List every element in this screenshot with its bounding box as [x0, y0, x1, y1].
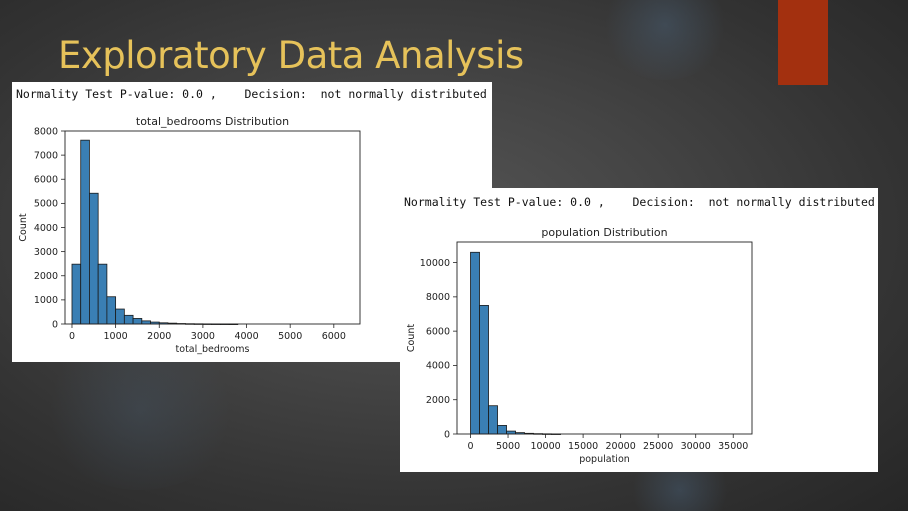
histogram-bar: [80, 139, 90, 325]
histogram-bar: [141, 320, 151, 325]
x-tick-label: 25000: [643, 441, 673, 452]
x-tick-label: 30000: [681, 441, 711, 452]
x-tick-label: 2000: [147, 331, 171, 342]
x-tick-label: 5000: [278, 331, 302, 342]
histogram-bar: [89, 192, 99, 325]
histogram-bar: [106, 296, 117, 325]
histogram-bar: [115, 308, 125, 325]
background-glow: [600, 0, 730, 80]
x-tick-label: 3000: [191, 331, 215, 342]
y-tick-label: 6000: [34, 175, 58, 186]
normality-test-output: Normality Test P-value: 0.0 , Decision: …: [16, 87, 487, 101]
histogram-bar: [470, 251, 480, 435]
y-tick-label: 5000: [34, 199, 58, 210]
histogram-bar: [71, 263, 82, 325]
x-tick-label: 20000: [606, 441, 636, 452]
y-tick-label: 4000: [34, 223, 58, 234]
histogram-bar: [132, 318, 143, 325]
y-tick-label: 0: [444, 429, 450, 440]
total-bedrooms-histogram: total_bedrooms Distribution 0 1000 2000 3000…: [18, 115, 361, 355]
x-axis-label: population: [579, 454, 630, 465]
x-tick-label: 4000: [234, 331, 258, 342]
y-tick-label: 1000: [34, 295, 58, 306]
histogram-bar: [497, 425, 507, 435]
accent-block: [778, 0, 828, 85]
y-tick-label: 2000: [34, 271, 58, 282]
histogram-bar: [97, 263, 108, 325]
normality-test-output: Normality Test P-value: 0.0 , Decision: …: [404, 195, 875, 209]
output-panel-population: Normality Test P-value: 0.0 , Decision: …: [400, 188, 878, 472]
x-tick-label: 35000: [718, 441, 748, 452]
histogram-bar: [123, 314, 134, 325]
chart-title: population Distribution: [541, 226, 667, 239]
plot-frame: [456, 241, 753, 435]
plot-frame: [64, 130, 361, 325]
y-tick-label: 4000: [426, 361, 450, 372]
x-tick-label: 1000: [104, 331, 128, 342]
x-axis-label: total_bedrooms: [176, 344, 250, 355]
y-tick-label: 8000: [426, 292, 450, 303]
x-tick-label: 5000: [496, 441, 520, 452]
x-tick-label: 0: [467, 441, 473, 452]
slide-title: Exploratory Data Analysis: [58, 34, 524, 77]
y-tick-label: 6000: [426, 326, 450, 337]
y-tick-label: 7000: [34, 150, 58, 161]
y-axis-label: Count: [406, 324, 417, 352]
y-tick-label: 10000: [420, 258, 450, 269]
histogram-bar: [488, 405, 498, 435]
chart-title: total_bedrooms Distribution: [136, 115, 289, 128]
y-tick-label: 2000: [426, 395, 450, 406]
x-tick-label: 10000: [530, 441, 560, 452]
x-tick-label: 6000: [322, 331, 346, 342]
y-tick-label: 0: [52, 319, 58, 330]
x-tick-label: 15000: [568, 441, 598, 452]
histogram-bar: [479, 305, 489, 435]
y-tick-label: 3000: [34, 247, 58, 258]
x-tick-label: 0: [69, 331, 75, 342]
population-histogram: population Distribution 0 5000 10000 15000 20…: [406, 226, 753, 465]
y-axis-label: Count: [18, 213, 29, 241]
y-tick-label: 8000: [34, 126, 58, 137]
